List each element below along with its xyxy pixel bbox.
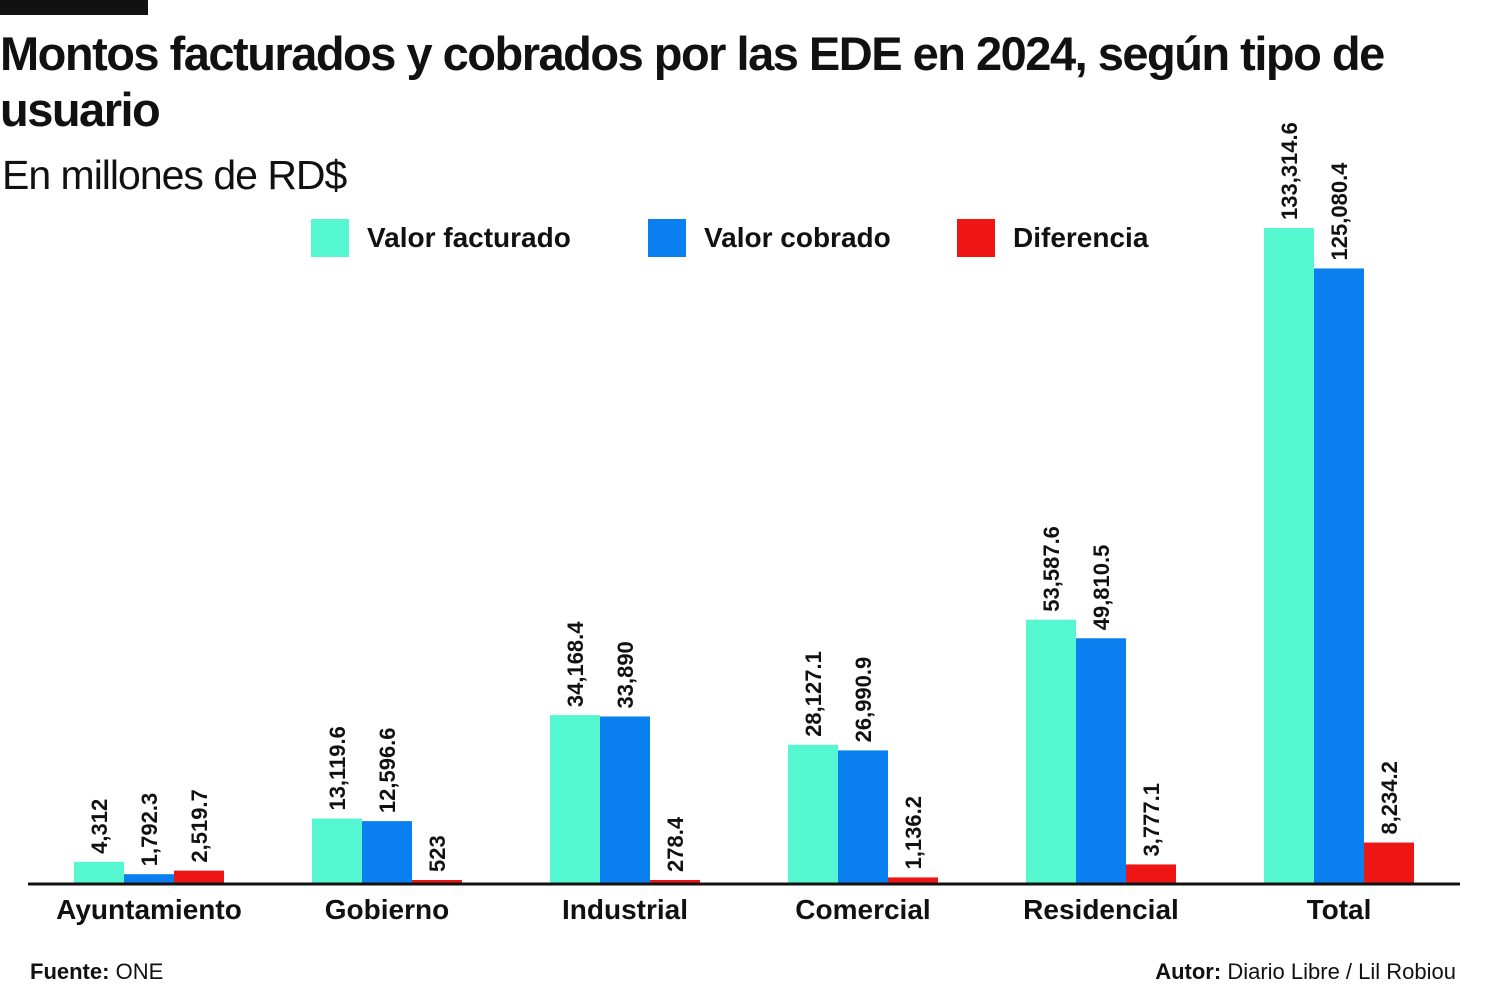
bar-comercial-valor-cobrado xyxy=(838,750,888,883)
author-value: Diario Libre / Lil Robiou xyxy=(1227,959,1456,984)
legend-swatch-diferencia xyxy=(957,219,995,257)
source-value: ONE xyxy=(115,959,164,984)
bar-industrial-diferencia xyxy=(650,880,700,883)
legend-label-diferencia: Diferencia xyxy=(1013,222,1149,253)
chart-title: Montos facturados y cobrados por las EDE… xyxy=(0,27,1385,136)
bar-gobierno-valor-cobrado xyxy=(362,821,412,883)
author-label: Autor: xyxy=(1155,959,1222,984)
bar-residencial-valor-cobrado xyxy=(1076,638,1126,883)
bar-industrial-valor-facturado xyxy=(550,715,600,883)
value-labels-layer: 4,312 1,792.3 2,519.7 13,119.6 12,596.6 523 34… xyxy=(87,122,1402,872)
value-label-industrial-diferencia: 278.4 xyxy=(663,816,688,872)
category-label-total: Total xyxy=(1307,894,1372,925)
legend-label-valor-cobrado: Valor cobrado xyxy=(704,222,891,253)
bar-gobierno-diferencia xyxy=(412,880,462,883)
legend-swatch-valor-facturado xyxy=(311,219,349,257)
bar-total-valor-facturado xyxy=(1264,228,1314,883)
bar-residencial-valor-facturado xyxy=(1026,619,1076,883)
value-label-gobierno-valor-cobrado: 12,596.6 xyxy=(375,727,400,813)
value-label-residencial-valor-cobrado: 49,810.5 xyxy=(1089,545,1114,631)
category-label-gobierno: Gobierno xyxy=(325,894,449,925)
category-label-comercial: Comercial xyxy=(795,894,930,925)
value-label-residencial-diferencia: 3,777.1 xyxy=(1139,783,1164,856)
category-label-ayuntamiento: Ayuntamiento xyxy=(56,894,242,925)
value-label-ayuntamiento-valor-facturado: 4,312 xyxy=(87,799,112,854)
legend-swatch-valor-cobrado xyxy=(648,219,686,257)
bar-total-valor-cobrado xyxy=(1314,268,1364,883)
value-label-industrial-valor-facturado: 34,168.4 xyxy=(563,621,588,707)
value-label-ayuntamiento-valor-cobrado: 1,792.3 xyxy=(137,793,162,866)
value-label-residencial-valor-facturado: 53,587.6 xyxy=(1039,526,1064,612)
author-note: Autor: Diario Libre / Lil Robiou xyxy=(1155,958,1456,986)
source-note: Fuente: ONE xyxy=(30,958,163,986)
value-label-gobierno-valor-facturado: 13,119.6 xyxy=(325,726,350,810)
legend: Valor facturado Valor cobrado Diferencia xyxy=(311,219,1149,257)
category-label-industrial: Industrial xyxy=(562,894,688,925)
value-label-comercial-valor-cobrado: 26,990.9 xyxy=(851,657,876,743)
value-label-comercial-valor-facturado: 28,127.1 xyxy=(801,651,826,737)
value-label-industrial-valor-cobrado: 33,890 xyxy=(613,641,638,708)
bar-ayuntamiento-valor-facturado xyxy=(74,861,124,883)
legend-label-valor-facturado: Valor facturado xyxy=(367,222,571,253)
category-label-residencial: Residencial xyxy=(1023,894,1179,925)
value-label-ayuntamiento-diferencia: 2,519.7 xyxy=(187,789,212,862)
value-label-total-diferencia: 8,234.2 xyxy=(1377,761,1402,834)
chart-subtitle: En millones de RD$ xyxy=(2,152,347,198)
category-labels-layer: Ayuntamiento Gobierno Industrial Comercial R… xyxy=(56,894,1371,925)
value-label-total-valor-facturado: 133,314.6 xyxy=(1277,122,1302,220)
value-label-total-valor-cobrado: 125,080.4 xyxy=(1327,162,1352,261)
bars-layer xyxy=(74,228,1414,883)
bar-total-diferencia xyxy=(1364,842,1414,883)
value-label-gobierno-diferencia: 523 xyxy=(425,835,450,872)
bar-residencial-diferencia xyxy=(1126,864,1176,883)
value-label-comercial-diferencia: 1,136.2 xyxy=(901,796,926,869)
bar-ayuntamiento-diferencia xyxy=(174,870,224,883)
source-label: Fuente: xyxy=(30,959,110,984)
bar-ayuntamiento-valor-cobrado xyxy=(124,874,174,883)
bar-comercial-diferencia xyxy=(888,877,938,883)
bar-industrial-valor-cobrado xyxy=(600,716,650,883)
bar-gobierno-valor-facturado xyxy=(312,818,362,883)
bar-comercial-valor-facturado xyxy=(788,744,838,883)
top-rule xyxy=(0,0,148,15)
